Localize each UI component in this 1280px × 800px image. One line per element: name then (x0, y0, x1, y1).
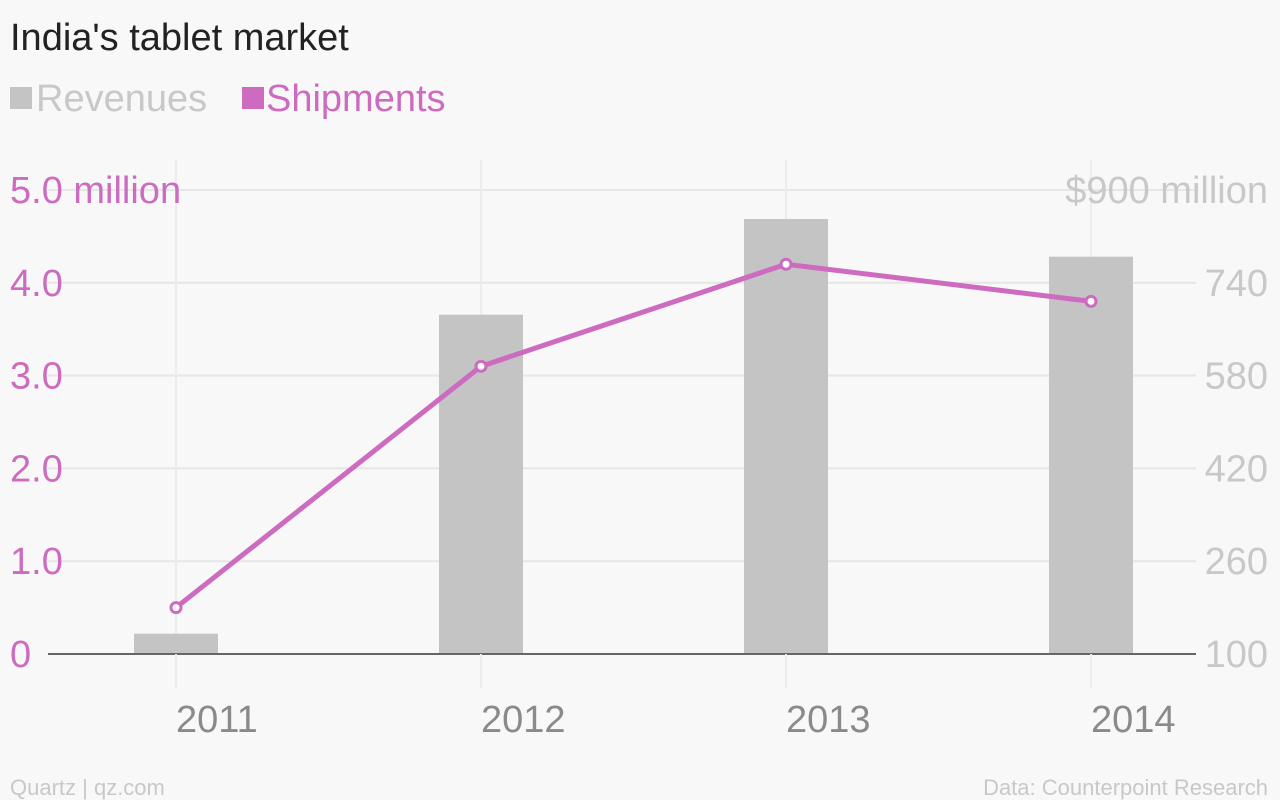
y-right-tick-label: 420 (1205, 448, 1268, 490)
x-tick-label: 2014 (1091, 699, 1176, 741)
x-tick-label: 2011 (176, 699, 258, 741)
y-right-tick-label: 740 (1205, 263, 1268, 305)
chart-title: India's tablet market (10, 17, 349, 59)
footer-source-left: Quartz | qz.com (10, 775, 165, 800)
x-tick-label: 2012 (481, 699, 566, 741)
legend-label-revenues: Revenues (36, 78, 207, 120)
y-left-tick-label: 5.0 million (10, 170, 181, 212)
y-right-tick-label: 580 (1205, 356, 1268, 398)
legend-swatch-shipments (242, 87, 264, 109)
point-shipments-2013 (779, 257, 793, 271)
tick-labels: 0 1.0 2.0 3.0 4.0 5.0 million 100 260 420 580 740 $… (10, 170, 1268, 741)
legend: Revenues Shipments (10, 78, 446, 120)
bar-series-revenues (134, 219, 1133, 654)
y-left-tick-label: 3.0 (10, 356, 63, 398)
y-right-tick-label: $900 million (1065, 170, 1268, 212)
gridlines (48, 160, 1196, 654)
y-left-tick-label: 1.0 (10, 541, 63, 583)
y-left-tick-label: 0 (10, 634, 31, 676)
axes (48, 653, 1196, 688)
point-shipments-2014 (1084, 294, 1098, 308)
line-shipments (173, 261, 1094, 611)
point-shipments-2012 (474, 359, 488, 373)
y-left-tick-label: 2.0 (10, 448, 63, 490)
legend-swatch-revenues (10, 87, 32, 109)
bar-revenues-2014 (1049, 256, 1133, 654)
line-series-shipments (169, 257, 1098, 615)
x-tick-label: 2013 (786, 699, 871, 741)
legend-label-shipments: Shipments (266, 78, 446, 120)
point-shipments-2011 (169, 601, 183, 615)
y-right-tick-label: 100 (1205, 634, 1268, 676)
bar-revenues-2013 (744, 219, 828, 654)
y-right-tick-label: 260 (1205, 541, 1268, 583)
footer-source-right: Data: Counterpoint Research (983, 775, 1268, 800)
y-left-tick-label: 4.0 (10, 263, 63, 305)
bar-revenues-2011 (134, 633, 218, 654)
